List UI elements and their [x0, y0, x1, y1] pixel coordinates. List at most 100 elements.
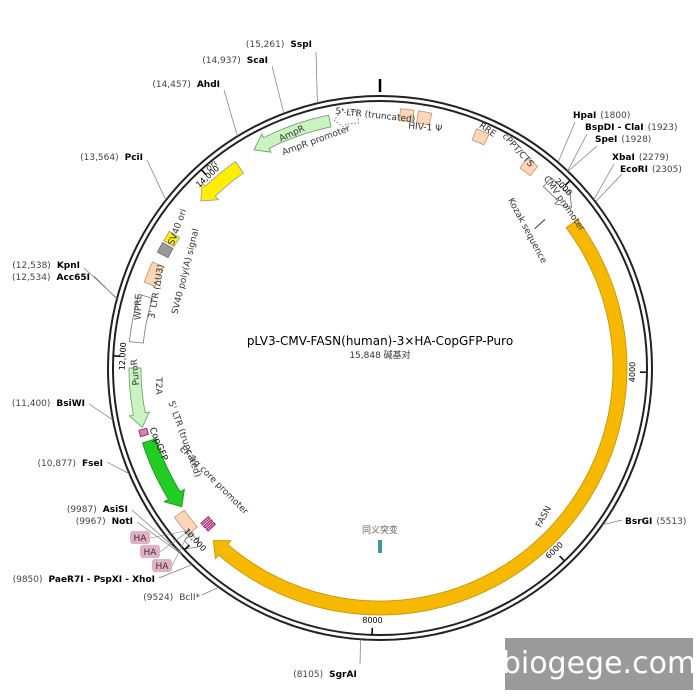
site-label: (9967) NotI — [76, 517, 133, 527]
site-name: AhdI — [197, 80, 220, 90]
site-position: (1800) — [600, 111, 630, 121]
site-label: (10,877) FseI — [38, 459, 103, 469]
site-leader — [106, 461, 130, 475]
site-leader — [557, 121, 576, 163]
site-name: PciI — [125, 153, 143, 163]
feature-label: WPRE — [134, 293, 145, 320]
plasmid-length: 15,848 碱基对 — [349, 349, 410, 361]
site-leader — [146, 159, 167, 201]
site-name: HpaI — [573, 111, 596, 121]
ha-tag-box — [152, 559, 172, 572]
site-name: FseI — [82, 459, 103, 469]
site-name: SspI — [290, 40, 312, 50]
plasmid-title: pLV3-CMV-FASN(human)-3×HA-CopGFP-Puro — [247, 334, 513, 348]
ha-tag-box — [130, 531, 150, 544]
fasn-arrow — [212, 218, 628, 616]
site-label: (11,400) BsiWI — [12, 399, 85, 409]
ring-tick-label: 12,000 — [118, 342, 128, 370]
site-position: (8105) — [293, 670, 323, 680]
site-label: (9850) PaeR7I - PspXI - XhoI — [13, 575, 155, 585]
site-position: (9967) — [76, 517, 106, 527]
watermark-box — [505, 638, 693, 690]
site-position: (9850) — [13, 575, 43, 585]
site-leader — [315, 51, 318, 104]
ampr-arrow — [253, 114, 332, 153]
ring-tick — [183, 544, 191, 551]
site-leader — [88, 403, 114, 421]
ha-mark — [200, 516, 211, 526]
ltr3-box — [143, 261, 164, 287]
site-leader — [593, 163, 615, 200]
ha-tag-box — [140, 545, 160, 558]
site-label: (14,937) ScaI — [202, 56, 268, 66]
psi-box — [416, 110, 433, 126]
site-name: SgrAI — [329, 670, 357, 680]
puror-arrow — [128, 367, 151, 428]
site-label: XbaI (2279) — [612, 153, 669, 163]
site-position: (9524) — [143, 593, 173, 603]
feature-label: T2A — [153, 376, 163, 395]
site-label: (12,538) KpnI — [12, 261, 80, 271]
site-name: ScaI — [247, 56, 268, 66]
wpre-box — [128, 293, 153, 344]
copgfp-arrow — [141, 438, 185, 508]
site-label: BspDI - ClaI (1923) — [585, 123, 678, 133]
mutation-note: 同义突变 — [362, 524, 398, 536]
site-name: EcoRI — [620, 165, 648, 175]
site-label: BsrGI (5513) — [625, 517, 686, 527]
site-position: (1923) — [648, 123, 678, 133]
site-position: (11,400) — [12, 399, 51, 409]
site-leader — [602, 519, 623, 526]
ha-leader — [159, 529, 191, 553]
site-position: (13,564) — [80, 153, 119, 163]
backbone-outer — [107, 95, 653, 641]
feature-label: EF-1α core promoter — [177, 444, 250, 517]
site-label: (15,261) SspI — [246, 40, 312, 50]
site-leader — [271, 65, 285, 114]
site-leader — [201, 586, 220, 596]
ring-tick-label: 8000 — [362, 616, 383, 626]
site-position: (12,534) — [12, 273, 51, 283]
cmv-promoter — [542, 177, 572, 208]
site-position: (1928) — [621, 135, 651, 145]
mutation-mark — [378, 540, 382, 553]
watermark: biogege.com — [502, 646, 696, 681]
site-name: KpnI — [57, 261, 80, 271]
site-position: (12,538) — [12, 261, 51, 271]
site-label: SpeI (1928) — [595, 135, 651, 145]
site-label: (14,457) AhdI — [152, 80, 220, 90]
feature-label: cPPT/CTS — [500, 132, 536, 170]
site-leader — [136, 521, 183, 556]
site-leader — [567, 133, 588, 172]
site-position: (14,457) — [152, 80, 191, 90]
site-name: SpeI — [595, 135, 617, 145]
site-name: XbaI — [612, 153, 635, 163]
site-name: AsiSI — [103, 505, 128, 515]
t2a-box — [138, 427, 149, 438]
ha-tag-label: HA — [134, 534, 148, 544]
feature-label: PuroR — [130, 359, 142, 386]
ha-leader — [171, 529, 191, 567]
site-leader — [131, 509, 181, 554]
ring-tick — [200, 169, 207, 176]
site-label: HpaI (1800) — [573, 111, 630, 121]
ring-tick — [559, 555, 566, 562]
site-position: (9987) — [67, 505, 97, 515]
site-leader — [158, 564, 193, 579]
ha-mark — [205, 521, 216, 532]
site-name: NotI — [112, 517, 133, 527]
site-position: (2279) — [639, 153, 669, 163]
site-position: (10,877) — [38, 459, 77, 469]
ha-mark — [203, 519, 214, 529]
site-label: (13,564) PciI — [80, 153, 143, 163]
site-label: (9987) AsiSI — [67, 505, 128, 515]
ltr5-truncated — [333, 107, 360, 130]
psi-box — [399, 108, 415, 123]
site-name: BclI* — [179, 593, 200, 603]
cppt-box — [519, 157, 539, 177]
site-leader — [359, 639, 361, 665]
rre-box — [471, 128, 490, 146]
backbone-inner — [112, 100, 648, 636]
ha-tag-label: HA — [156, 562, 170, 572]
